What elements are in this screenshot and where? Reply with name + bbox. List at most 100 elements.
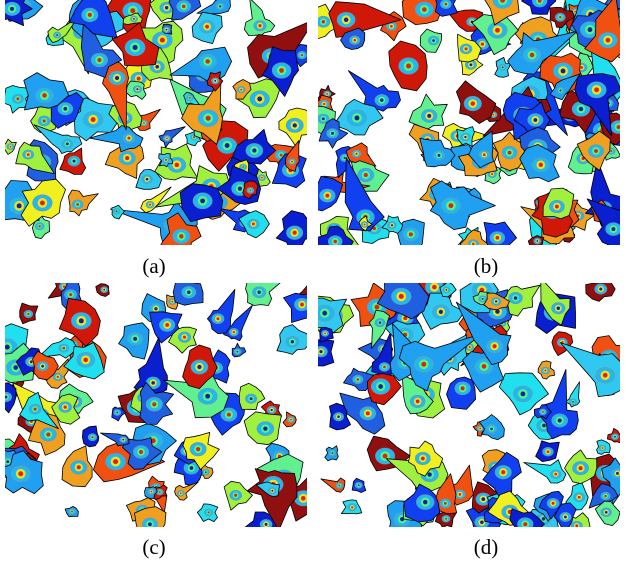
nucleus-center xyxy=(427,113,432,118)
nucleus-center xyxy=(260,176,263,179)
nucleus-center xyxy=(300,302,304,307)
nucleus-center xyxy=(164,6,169,10)
cell xyxy=(539,369,579,440)
nucleus-center xyxy=(421,361,427,367)
nucleus-center xyxy=(372,226,376,231)
cell xyxy=(244,0,276,36)
nucleus-center xyxy=(533,118,538,122)
nucleus-center xyxy=(90,117,96,122)
nucleus-center xyxy=(501,470,506,475)
nucleus-center xyxy=(408,232,413,237)
nucleus-center xyxy=(83,357,88,363)
nucleus-center xyxy=(249,397,253,401)
nucleus-center xyxy=(448,203,454,209)
cell xyxy=(574,73,620,137)
nucleus-center xyxy=(544,369,547,372)
nucleus-center xyxy=(148,522,152,527)
nucleus-center xyxy=(403,316,408,321)
nucleus-center xyxy=(415,399,420,404)
nucleus-center xyxy=(39,200,45,206)
nucleus-center xyxy=(495,27,500,33)
nucleus-center xyxy=(432,39,435,42)
nucleus-center xyxy=(616,471,619,475)
nucleus-center xyxy=(601,447,604,449)
nucleus-center xyxy=(542,423,546,428)
cell xyxy=(134,506,167,527)
nucleus-center xyxy=(116,411,119,414)
nucleus-center xyxy=(422,7,427,12)
nucleus-center xyxy=(398,293,404,299)
nucleus-center xyxy=(529,52,535,58)
nucleus-center xyxy=(71,510,73,513)
nucleus-center xyxy=(154,307,158,311)
nucleus-center xyxy=(149,203,152,206)
nucleus-center xyxy=(495,309,500,314)
cell xyxy=(246,468,298,527)
cell xyxy=(429,180,496,230)
nucleus-center xyxy=(406,63,412,69)
nucleus-center xyxy=(226,412,231,417)
nucleus-center xyxy=(469,63,473,67)
nucleus-center xyxy=(252,148,257,153)
nucleus-center xyxy=(616,125,620,129)
nucleus-center xyxy=(257,290,261,294)
nucleus-center xyxy=(554,472,558,476)
nucleus-center xyxy=(258,24,262,28)
nucleus-center xyxy=(559,16,562,19)
nucleus-center xyxy=(179,492,182,495)
nucleus-center xyxy=(572,400,574,403)
nucleus-center xyxy=(481,364,487,369)
nucleus-center xyxy=(145,177,149,181)
nucleus-center xyxy=(13,365,19,370)
nucleus-center xyxy=(423,499,428,505)
nucleus-center xyxy=(16,97,20,101)
panel-label: (a) xyxy=(142,254,165,278)
nucleus-center xyxy=(490,427,493,431)
nucleus-center xyxy=(556,306,560,310)
nucleus-center xyxy=(5,344,10,350)
nucleus-center xyxy=(363,172,368,178)
nucleus-center xyxy=(437,153,441,157)
nucleus-center xyxy=(152,402,157,407)
nucleus-center xyxy=(564,515,567,519)
nucleus-center xyxy=(482,153,486,157)
nucleus-center xyxy=(292,123,297,128)
nucleus-center xyxy=(165,28,168,31)
nucleus-center xyxy=(325,193,330,198)
nucleus-center xyxy=(602,372,608,378)
nucleus-center xyxy=(127,136,131,140)
nucleus-center xyxy=(159,37,165,43)
nucleus-center xyxy=(365,411,370,416)
nucleus-center xyxy=(174,162,180,168)
nucleus-center xyxy=(321,20,326,24)
nucleus-center xyxy=(292,230,297,235)
nucleus-center xyxy=(46,432,51,437)
nucleus-center xyxy=(197,364,202,370)
nucleus-center xyxy=(189,96,191,99)
nucleus-center xyxy=(343,17,349,23)
nucleus-center xyxy=(133,336,138,341)
nucleus-center xyxy=(513,296,518,300)
cell xyxy=(459,229,489,245)
panel-image xyxy=(318,0,620,245)
nucleus-center xyxy=(136,88,139,91)
nucleus-center xyxy=(204,471,207,474)
nucleus-center xyxy=(300,54,304,57)
nucleus-center xyxy=(200,198,206,204)
cell xyxy=(586,198,620,245)
panel-image xyxy=(318,283,620,527)
nucleus-center xyxy=(65,142,69,146)
nucleus-center xyxy=(63,405,67,409)
nucleus-center xyxy=(581,156,585,161)
nucleus-center xyxy=(136,76,141,81)
nucleus-center xyxy=(143,122,145,124)
nucleus-center xyxy=(432,284,437,290)
nucleus-center xyxy=(42,119,46,123)
nucleus-center xyxy=(249,189,252,192)
nucleus-center xyxy=(237,186,243,191)
nucleus-center xyxy=(501,66,504,69)
nucleus-center xyxy=(122,438,125,441)
nucleus-center xyxy=(187,290,191,295)
nucleus-center xyxy=(33,407,37,411)
panel-label: (b) xyxy=(474,254,499,278)
